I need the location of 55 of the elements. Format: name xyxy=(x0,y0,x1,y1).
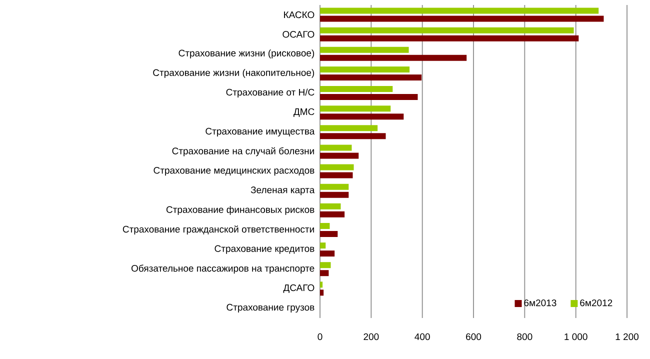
bar xyxy=(320,46,409,53)
y-tick-label: Страхование медицинских расходов xyxy=(154,166,314,176)
x-tick-label: 200 xyxy=(364,333,379,340)
y-tick-label: Страхование кредитов xyxy=(214,245,314,254)
y-tick-label: Страхование от Н/С xyxy=(226,88,314,98)
bar xyxy=(320,74,422,80)
y-tick-label: Страхование финансовых рисков xyxy=(166,206,314,215)
bar xyxy=(320,172,353,178)
y-tick-label: ДМС xyxy=(293,108,314,117)
legend-label: 6м2012 xyxy=(580,299,612,306)
y-tick-label: Обязательное пассажиров на транспорте xyxy=(132,264,314,274)
bar xyxy=(320,211,345,218)
bar xyxy=(320,114,404,120)
x-tick-label: 1 000 xyxy=(564,333,588,340)
y-tick-label: ДСАГО xyxy=(283,284,314,293)
bar xyxy=(320,192,349,198)
x-tick-label: 1 200 xyxy=(616,333,639,340)
bar xyxy=(320,35,579,42)
bar xyxy=(320,66,410,72)
bar xyxy=(320,290,324,296)
bar xyxy=(320,27,574,34)
x-tick-label: 0 xyxy=(318,333,322,340)
bar xyxy=(320,54,467,61)
bar xyxy=(320,242,326,249)
bar xyxy=(320,282,323,288)
bar xyxy=(320,106,391,112)
y-tick-label: Зеленая карта xyxy=(250,186,315,196)
y-tick-label: Страхование на случай болезни xyxy=(172,147,314,156)
bar xyxy=(320,250,335,257)
bar xyxy=(320,164,354,170)
y-tick-label: Страхование имущества xyxy=(206,128,315,136)
bar xyxy=(320,230,338,237)
bar xyxy=(320,86,393,92)
bar xyxy=(320,184,349,190)
x-tick-label: 800 xyxy=(517,333,532,340)
y-tick-label: Страхование грузов xyxy=(226,304,314,313)
bar xyxy=(320,125,378,132)
bar xyxy=(320,262,331,268)
bar xyxy=(320,222,330,229)
bar xyxy=(320,8,599,14)
y-tick-label: Страхование жизни (рисковое) xyxy=(178,49,314,58)
bar xyxy=(320,94,418,100)
y-tick-label: Страхование гражданской ответственности xyxy=(122,225,314,234)
x-tick-label: 600 xyxy=(466,333,482,340)
y-tick-label: Страхование жизни (накопительное) xyxy=(153,69,314,78)
bar xyxy=(320,203,341,210)
bar xyxy=(320,133,386,140)
bar xyxy=(320,152,359,159)
x-tick-label: 400 xyxy=(414,333,430,340)
legend-label: 6м2013 xyxy=(524,299,556,306)
bar xyxy=(320,270,329,276)
bar xyxy=(320,16,604,22)
y-tick-label: ОСАГО xyxy=(282,30,314,38)
y-tick-label: КАСКО xyxy=(284,11,314,18)
bar xyxy=(320,144,352,151)
